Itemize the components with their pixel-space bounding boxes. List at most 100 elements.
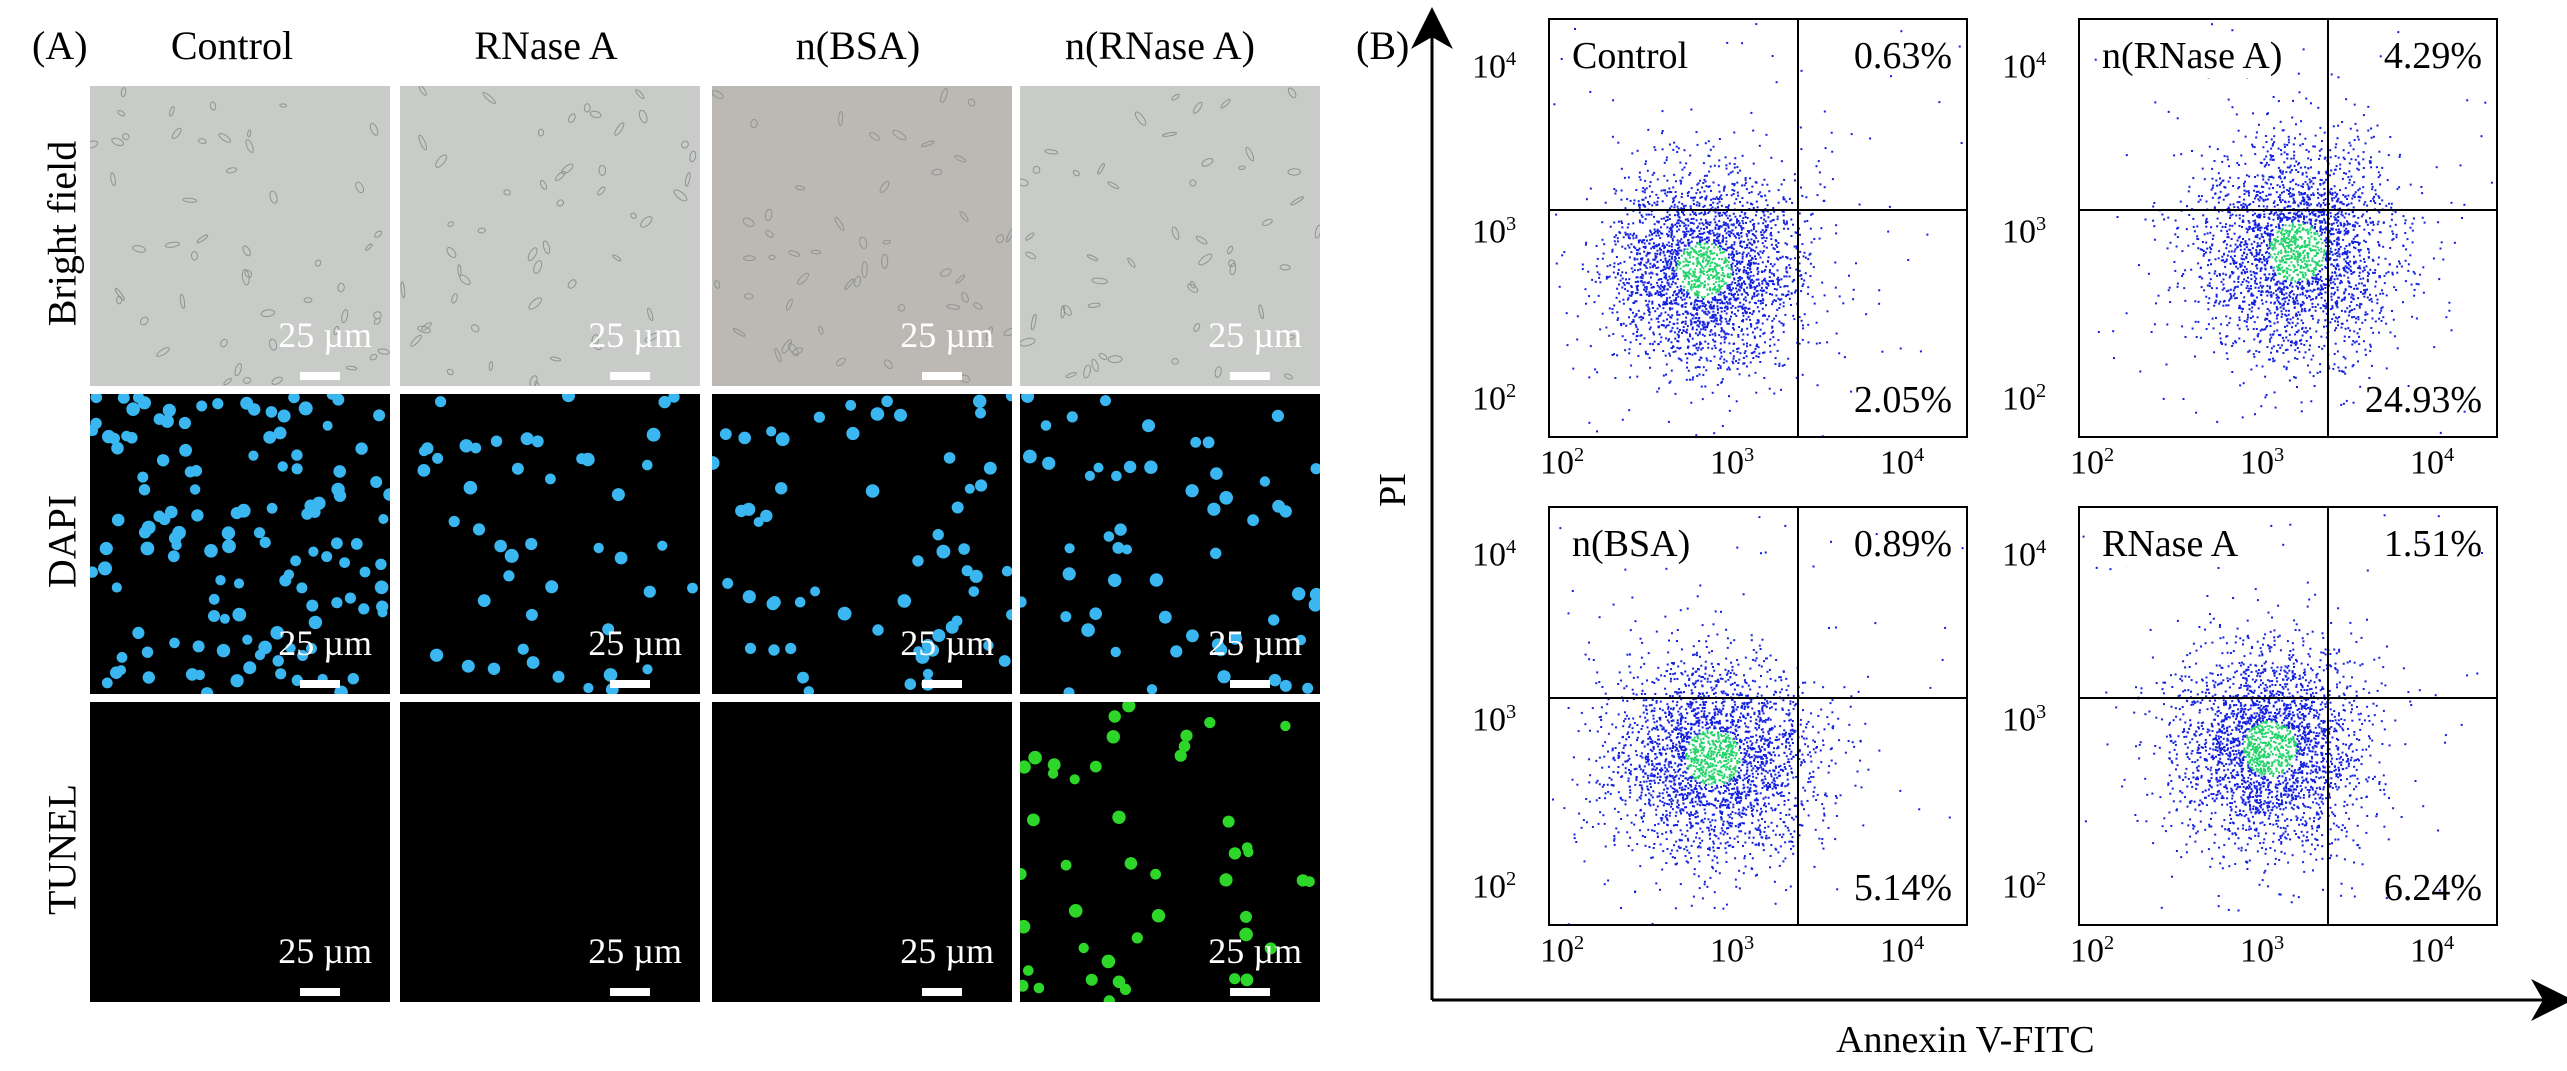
cell-outline bbox=[269, 190, 278, 204]
nucleus bbox=[459, 439, 473, 453]
cell-outline bbox=[1228, 259, 1236, 267]
cell-outline bbox=[1065, 371, 1077, 379]
nucleus bbox=[846, 426, 860, 441]
nucleus bbox=[525, 537, 538, 551]
x-tick-label: 103 bbox=[1710, 932, 1755, 970]
nucleus bbox=[233, 578, 245, 589]
nucleus bbox=[277, 461, 288, 472]
upper-right-percentage: 0.63% bbox=[1853, 35, 1952, 77]
cell-outline bbox=[869, 132, 880, 141]
nucleus bbox=[472, 523, 486, 536]
nucleus bbox=[1110, 646, 1121, 658]
cell-outline bbox=[681, 140, 689, 149]
nucleus bbox=[1089, 607, 1102, 620]
cell-outline bbox=[116, 295, 123, 305]
micrograph-dapi-1: 25 µm bbox=[400, 394, 700, 694]
nucleus bbox=[1150, 868, 1161, 880]
nucleus bbox=[230, 507, 243, 520]
x-tick-label: 102 bbox=[2070, 444, 2115, 482]
nucleus bbox=[259, 536, 271, 548]
cell-outline bbox=[1220, 98, 1231, 109]
nucleus bbox=[775, 432, 790, 447]
cell-outline bbox=[1107, 355, 1123, 364]
panel-a-label: (A) bbox=[32, 23, 88, 68]
nucleus bbox=[1131, 932, 1143, 944]
y-tick-label: 102 bbox=[2002, 868, 2047, 906]
micrograph-image bbox=[90, 87, 390, 386]
nucleus bbox=[1268, 673, 1282, 687]
cell-outline bbox=[90, 140, 99, 149]
nucleus bbox=[958, 543, 970, 555]
nucleus bbox=[90, 566, 98, 578]
nucleus bbox=[1101, 954, 1116, 969]
cell-outline bbox=[549, 356, 562, 362]
cell-outline bbox=[341, 309, 349, 324]
nucleus bbox=[111, 513, 125, 527]
scale-bar bbox=[610, 988, 650, 996]
cell-outline bbox=[1287, 87, 1297, 99]
cell-outline bbox=[218, 133, 232, 143]
cell-outline bbox=[1245, 146, 1255, 162]
nucleus bbox=[333, 465, 346, 478]
nucleus bbox=[1027, 813, 1040, 827]
nucleus bbox=[1084, 470, 1095, 481]
cell-outline bbox=[1189, 179, 1197, 187]
nucleus bbox=[1042, 456, 1056, 470]
nucleus bbox=[1089, 760, 1102, 773]
nucleus bbox=[1174, 749, 1187, 762]
cell-outline bbox=[954, 155, 967, 163]
nucleus bbox=[642, 459, 653, 471]
nucleus bbox=[1060, 611, 1072, 623]
nucleus bbox=[961, 565, 973, 577]
cell-outline bbox=[1201, 157, 1214, 167]
nucleus bbox=[1219, 491, 1233, 505]
cell-outline bbox=[533, 260, 543, 274]
cell-outline bbox=[421, 322, 432, 331]
cell-outline bbox=[1072, 170, 1080, 177]
nucleus bbox=[243, 661, 257, 675]
nucleus bbox=[1081, 623, 1095, 637]
cell-outline bbox=[1083, 364, 1091, 379]
nucleus bbox=[417, 464, 431, 477]
cell-outline bbox=[1032, 165, 1041, 174]
cell-outline bbox=[435, 154, 447, 168]
cell-outline bbox=[765, 229, 774, 238]
nucleus bbox=[1062, 567, 1076, 581]
nucleus bbox=[1103, 531, 1115, 542]
nucleus bbox=[1020, 868, 1027, 880]
nucleus bbox=[768, 596, 781, 609]
nucleus bbox=[975, 479, 988, 492]
nucleus bbox=[1028, 750, 1042, 765]
cell-outline bbox=[337, 282, 345, 293]
nucleus bbox=[196, 400, 208, 412]
micrograph-image bbox=[1020, 394, 1320, 694]
upper-right-percentage: 4.29% bbox=[2383, 35, 2482, 77]
micrograph-image bbox=[1020, 702, 1315, 1002]
plot-sample-name: n(RNase A) bbox=[2102, 34, 2283, 78]
cell-outline bbox=[630, 212, 637, 219]
nucleus bbox=[742, 502, 756, 516]
scale-bar-label: 25 µm bbox=[278, 315, 372, 355]
nucleus bbox=[1005, 394, 1012, 402]
lower-right-percentage: 2.05% bbox=[1853, 379, 1952, 421]
cell-outline bbox=[768, 254, 776, 261]
cell-outline bbox=[1091, 358, 1099, 372]
cell-outline bbox=[503, 189, 511, 196]
nucleus bbox=[1112, 975, 1126, 989]
nucleus bbox=[983, 461, 997, 475]
nucleus bbox=[192, 640, 205, 653]
nucleus bbox=[178, 416, 191, 430]
nucleus bbox=[1295, 634, 1307, 646]
nucleus bbox=[943, 452, 956, 464]
dot-plot: n(BSA) 0.89% 5.14% bbox=[1548, 506, 1968, 926]
nucleus bbox=[687, 582, 698, 594]
nucleus bbox=[1122, 544, 1132, 555]
nucleus bbox=[288, 394, 300, 404]
nucleus bbox=[253, 527, 266, 539]
cell-outline bbox=[640, 216, 653, 228]
cell-outline bbox=[333, 325, 340, 336]
cell-outline bbox=[1171, 226, 1180, 240]
micrograph-dapi-2: 25 µm bbox=[712, 394, 1012, 694]
micrograph-image bbox=[712, 88, 1012, 383]
cell-outline bbox=[245, 139, 254, 153]
